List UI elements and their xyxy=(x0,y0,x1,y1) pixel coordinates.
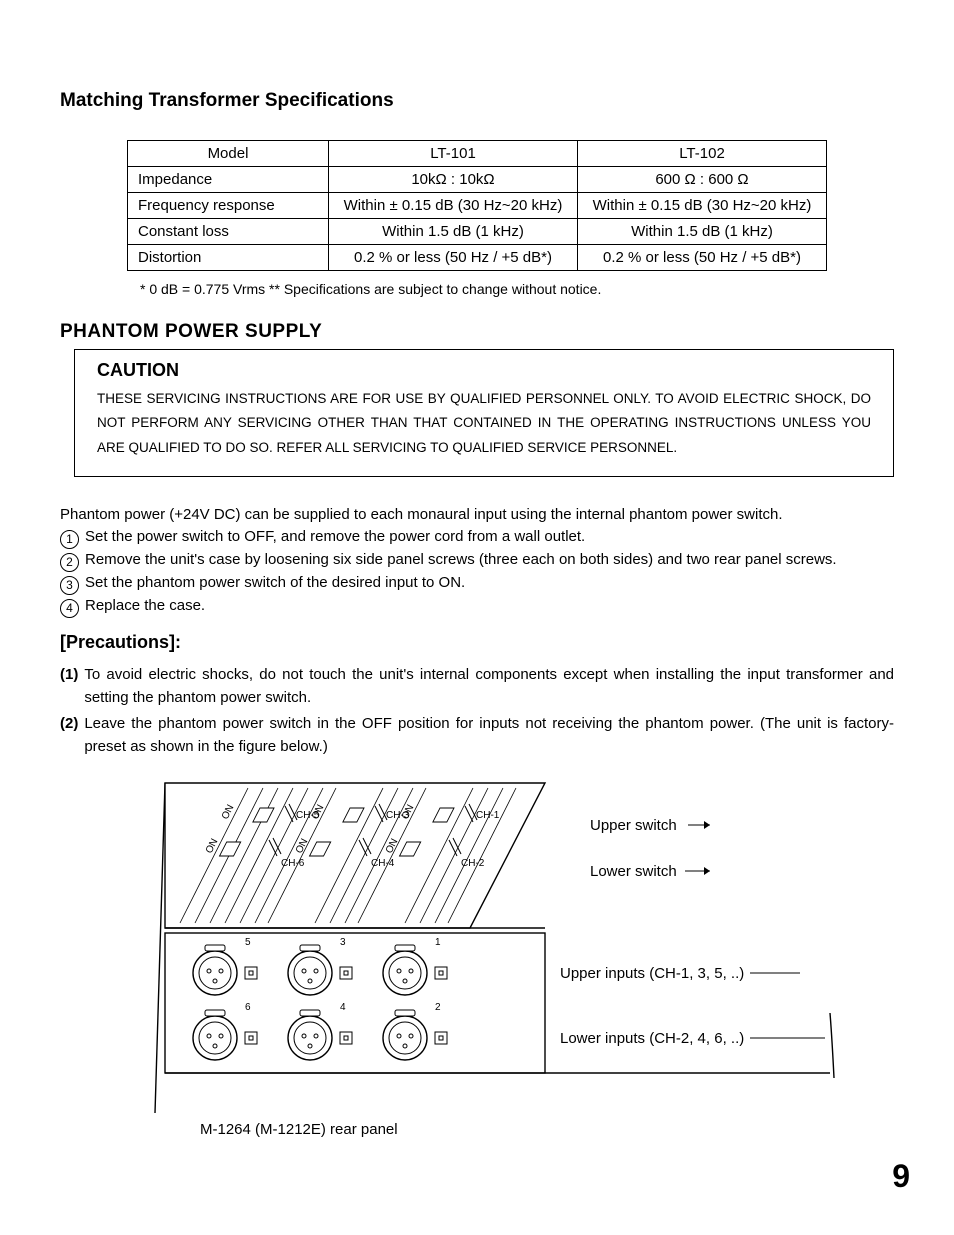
step-number-icon: 4 xyxy=(60,599,79,618)
col-num: 1 xyxy=(435,937,441,948)
step-text: Replace the case. xyxy=(85,597,205,618)
section-title-phantom-power: PHANTOM POWER SUPPLY xyxy=(60,321,894,343)
upper-switch-label: Upper switch xyxy=(590,817,677,834)
table-row: Impedance 10kΩ : 10kΩ 600 Ω : 600 Ω xyxy=(128,167,827,193)
step-item: 3 Set the phantom power switch of the de… xyxy=(60,574,894,595)
spec-table: Model LT-101 LT-102 Impedance 10kΩ : 10k… xyxy=(127,140,827,271)
table-cell: Within ± 0.15 dB (30 Hz~20 kHz) xyxy=(578,193,827,219)
table-header-cell: LT-101 xyxy=(329,141,578,167)
table-cell: 600 Ω : 600 Ω xyxy=(578,167,827,193)
upper-inputs-label: Upper inputs (CH-1, 3, 5, ..) xyxy=(560,965,744,982)
step-number-icon: 1 xyxy=(60,530,79,549)
table-cell: Within ± 0.15 dB (30 Hz~20 kHz) xyxy=(329,193,578,219)
section-title-matching-transformer: Matching Transformer Specifications xyxy=(60,90,894,112)
footnote: * 0 dB = 0.775 Vrms ** Specifications ar… xyxy=(140,281,894,297)
table-row: Model LT-101 LT-102 xyxy=(128,141,827,167)
ch-label: CH-6 xyxy=(281,858,305,869)
step-number-icon: 3 xyxy=(60,576,79,595)
table-row: Distortion 0.2 % or less (50 Hz / +5 dB*… xyxy=(128,245,827,271)
intro-text: Phantom power (+24V DC) can be supplied … xyxy=(60,503,894,526)
precaution-item: (2) Leave the phantom power switch in th… xyxy=(60,712,894,759)
step-item: 1 Set the power switch to OFF, and remov… xyxy=(60,528,894,549)
table-cell: Within 1.5 dB (1 kHz) xyxy=(329,219,578,245)
col-num: 3 xyxy=(340,937,346,948)
precaution-text: To avoid electric shocks, do not touch t… xyxy=(84,663,894,710)
table-cell: 0.2 % or less (50 Hz / +5 dB*) xyxy=(578,245,827,271)
precaution-text: Leave the phantom power switch in the OF… xyxy=(84,712,894,759)
step-text: Set the phantom power switch of the desi… xyxy=(85,574,465,595)
diagram-svg: CH-5 CH-6 ON ON CH-3 CH-4 ON ON xyxy=(60,778,890,1118)
col-num: 5 xyxy=(245,937,251,948)
rear-panel-diagram: CH-5 CH-6 ON ON CH-3 CH-4 ON ON xyxy=(60,778,890,1138)
page-number: 9 xyxy=(892,1158,910,1195)
caution-title: CAUTION xyxy=(97,360,871,381)
step-item: 2 Remove the unit's case by loosening si… xyxy=(60,551,894,572)
precaution-item: (1) To avoid electric shocks, do not tou… xyxy=(60,663,894,710)
lower-switch-label: Lower switch xyxy=(590,863,677,880)
table-cell: Frequency response xyxy=(128,193,329,219)
precaution-number: (1) xyxy=(60,663,78,710)
table-row: Frequency response Within ± 0.15 dB (30 … xyxy=(128,193,827,219)
lower-inputs-label: Lower inputs (CH-2, 4, 6, ..) xyxy=(560,1030,744,1047)
caution-body: THESE SERVICING INSTRUCTIONS ARE FOR USE… xyxy=(97,387,871,460)
table-cell: Distortion xyxy=(128,245,329,271)
col-num: 6 xyxy=(245,1002,251,1013)
table-header-cell: LT-102 xyxy=(578,141,827,167)
table-cell: Constant loss xyxy=(128,219,329,245)
step-text: Remove the unit's case by loosening six … xyxy=(85,551,837,572)
precaution-number: (2) xyxy=(60,712,78,759)
table-cell: 0.2 % or less (50 Hz / +5 dB*) xyxy=(329,245,578,271)
ch-label: CH-2 xyxy=(461,858,485,869)
diagram-caption: M-1264 (M-1212E) rear panel xyxy=(200,1121,398,1138)
ch-label: CH-1 xyxy=(476,810,500,821)
page: Matching Transformer Specifications Mode… xyxy=(0,0,954,1235)
step-text: Set the power switch to OFF, and remove … xyxy=(85,528,585,549)
table-cell: Impedance xyxy=(128,167,329,193)
step-number-icon: 2 xyxy=(60,553,79,572)
table-row: Constant loss Within 1.5 dB (1 kHz) With… xyxy=(128,219,827,245)
col-num: 4 xyxy=(340,1002,346,1013)
table-cell: 10kΩ : 10kΩ xyxy=(329,167,578,193)
caution-box: CAUTION THESE SERVICING INSTRUCTIONS ARE… xyxy=(74,349,894,477)
ch-label: CH-4 xyxy=(371,858,395,869)
col-num: 2 xyxy=(435,1002,441,1013)
precautions-title: [Precautions]: xyxy=(60,632,894,653)
table-header-cell: Model xyxy=(128,141,329,167)
table-cell: Within 1.5 dB (1 kHz) xyxy=(578,219,827,245)
step-item: 4 Replace the case. xyxy=(60,597,894,618)
